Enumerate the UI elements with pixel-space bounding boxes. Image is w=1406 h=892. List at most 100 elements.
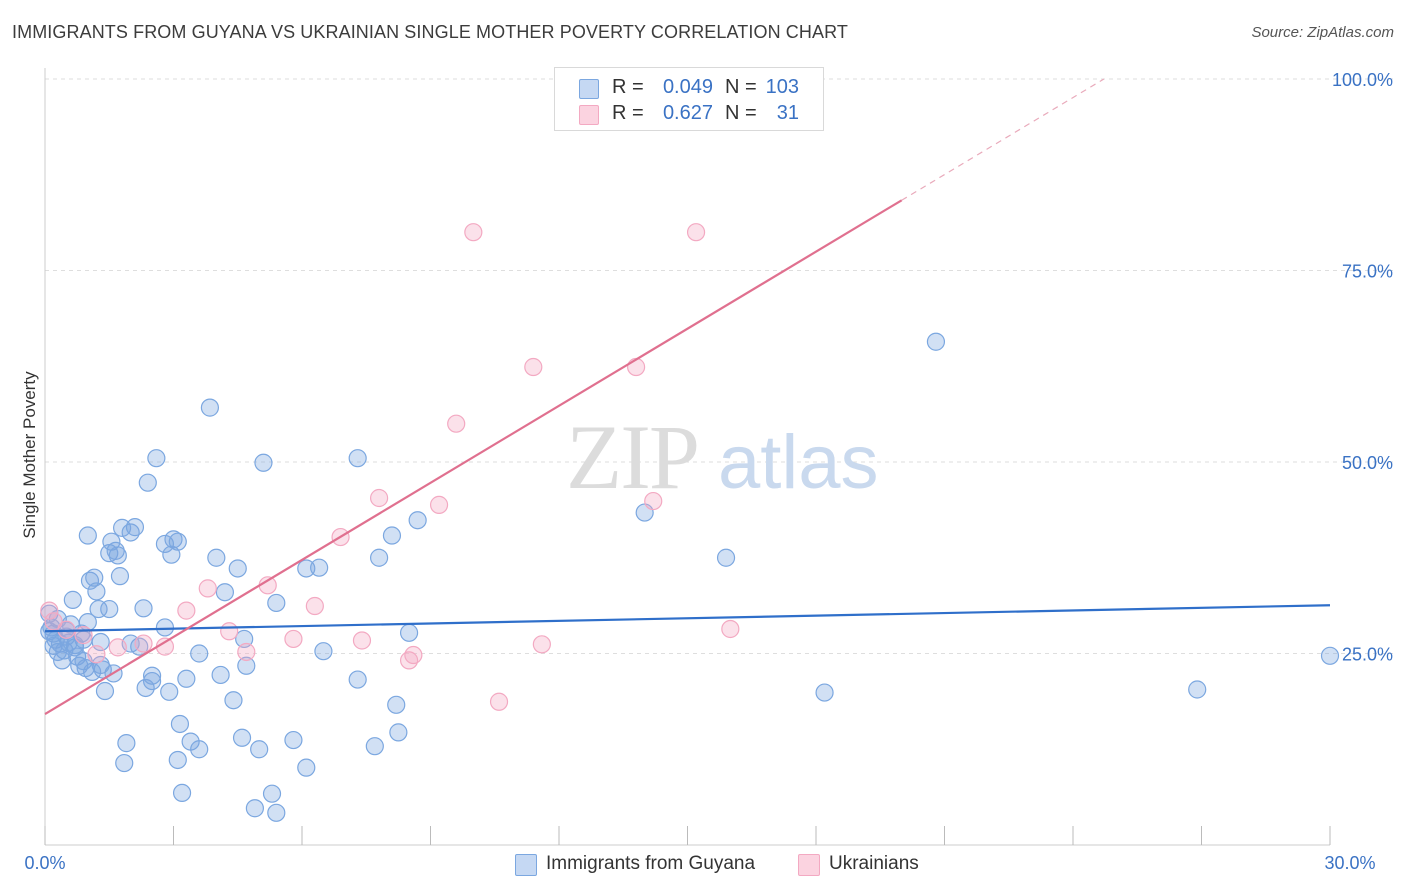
point-guyana <box>160 682 179 701</box>
point-guyana <box>168 750 187 770</box>
point-guyana <box>926 332 946 351</box>
point-guyana <box>170 714 190 734</box>
point-guyana <box>310 558 329 577</box>
point-guyana <box>117 734 136 753</box>
y-tick-label: 25.0% <box>1342 645 1393 665</box>
y-tick-label: 50.0% <box>1342 453 1393 473</box>
point-ukrainians <box>370 488 389 508</box>
point-ukrainians <box>489 692 509 711</box>
series-name-ukrainians: Ukrainians <box>829 853 919 874</box>
legend-swatch-ukrainians <box>579 105 599 125</box>
point-guyana <box>228 559 247 578</box>
point-guyana <box>232 728 252 747</box>
point-guyana <box>382 526 402 545</box>
point-guyana <box>370 548 389 567</box>
point-guyana <box>63 590 82 609</box>
x-tick-label: 0.0% <box>24 853 65 873</box>
legend-r-label: R = <box>612 102 644 124</box>
point-guyana <box>142 671 162 691</box>
point-guyana <box>399 623 419 642</box>
point-ukrainians <box>429 495 449 514</box>
y-tick-label: 100.0% <box>1332 70 1393 90</box>
series-name-guyana: Immigrants from Guyana <box>546 853 756 874</box>
chart-title: IMMIGRANTS FROM GUYANA VS UKRAINIAN SING… <box>12 22 848 42</box>
point-ukrainians <box>237 642 256 662</box>
point-guyana <box>1188 680 1207 699</box>
point-guyana <box>408 511 427 530</box>
point-guyana <box>815 683 834 702</box>
trend-lines <box>44 78 1331 715</box>
series-legend: Immigrants from Guyana Ukrainians <box>0 852 1406 878</box>
watermark: ZIP atlas <box>566 406 879 508</box>
point-ukrainians <box>220 622 239 641</box>
point-guyana <box>211 665 230 685</box>
watermark-atlas: atlas <box>718 420 879 505</box>
legend-r-value: 0.049 <box>662 76 713 98</box>
correlation-legend: R = 0.049 N = 103 R = 0.627 N = 31 <box>554 67 824 131</box>
point-ukrainians <box>44 612 63 631</box>
point-guyana <box>254 453 273 472</box>
legend-n-label: N = <box>725 102 757 124</box>
y-tick-label: 75.0% <box>1342 262 1393 282</box>
point-guyana <box>207 548 226 567</box>
legend-n-label: N = <box>725 76 757 98</box>
point-guyana <box>48 642 67 662</box>
point-guyana <box>200 398 220 417</box>
legend-row-ukrainians: R = 0.627 N = 31 <box>579 101 819 127</box>
point-ukrainians <box>198 579 217 598</box>
point-guyana <box>108 546 127 565</box>
point-ukrainians <box>404 645 423 665</box>
x-tick-label: 30.0% <box>1324 853 1375 873</box>
point-guyana <box>95 681 115 701</box>
point-guyana <box>89 599 108 619</box>
point-ukrainians <box>352 631 372 650</box>
point-guyana <box>134 599 153 618</box>
point-guyana <box>1320 646 1340 665</box>
point-guyana <box>389 723 408 742</box>
point-ukrainians <box>532 635 551 654</box>
point-guyana <box>387 695 406 714</box>
trend-line-ukrainians-extension <box>901 78 1105 201</box>
point-guyana <box>168 532 187 551</box>
point-guyana <box>224 691 243 710</box>
point-ukrainians <box>447 414 466 433</box>
point-guyana <box>112 518 132 537</box>
point-guyana <box>314 642 333 661</box>
point-ukrainians <box>686 223 706 242</box>
series-swatch-ukrainians <box>798 854 820 876</box>
point-guyana <box>215 583 234 602</box>
point-guyana <box>348 449 367 468</box>
point-ukrainians <box>626 357 646 377</box>
y-axis-label: Single Mother Poverty <box>20 371 39 539</box>
source-label: Source: ZipAtlas.com <box>1251 24 1394 41</box>
point-guyana <box>348 670 367 689</box>
point-ukrainians <box>721 619 740 639</box>
point-ukrainians <box>87 645 106 664</box>
legend-n-value: 31 <box>776 102 799 124</box>
watermark-zip: ZIP <box>566 406 698 508</box>
point-guyana <box>267 593 286 613</box>
point-ukrainians <box>108 638 127 657</box>
point-ukrainians <box>177 601 196 620</box>
point-guyana <box>85 568 104 587</box>
point-guyana <box>147 449 166 468</box>
point-ukrainians <box>524 357 543 377</box>
axis-labels: Single Mother Poverty 25.0% 50.0% 75.0% 100… <box>20 70 1393 873</box>
point-guyana <box>297 758 316 777</box>
point-guyana <box>177 669 196 688</box>
point-guyana <box>250 740 269 759</box>
point-guyana <box>138 473 157 492</box>
point-guyana <box>78 526 97 545</box>
point-ukrainians <box>464 223 483 242</box>
point-guyana <box>142 666 162 685</box>
trend-line-guyana <box>44 604 1331 633</box>
trend-line-ukrainians <box>44 199 903 715</box>
grid-lines <box>45 78 1395 654</box>
point-ukrainians <box>284 629 303 649</box>
point-guyana <box>297 559 316 578</box>
point-guyana <box>237 656 256 675</box>
point-guyana <box>190 740 209 759</box>
data-points <box>40 68 1340 822</box>
point-guyana <box>110 567 130 586</box>
